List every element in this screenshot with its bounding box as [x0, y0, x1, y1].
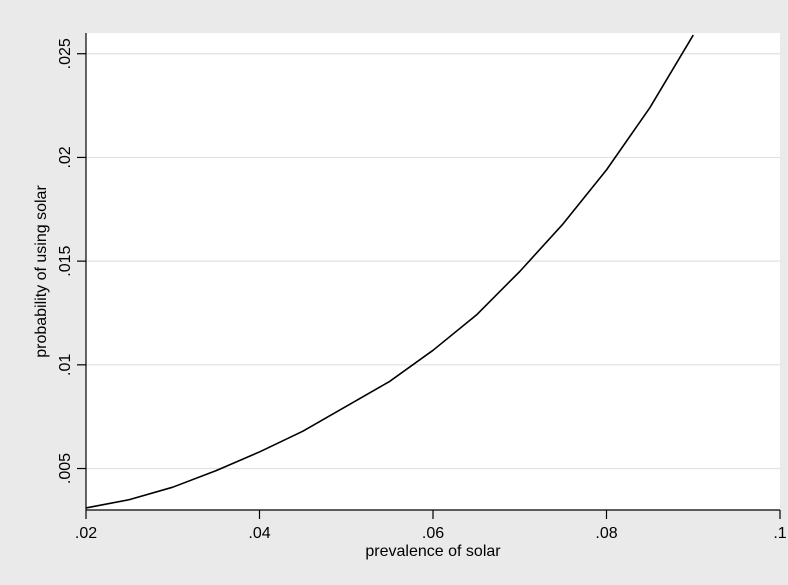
y-tick-label: .025 — [57, 38, 74, 69]
plot-area — [86, 33, 780, 510]
x-tick-label: .08 — [595, 525, 617, 542]
axes: .02 .04 .06 .08 .1 .005 .01 .015 .02 .025 — [57, 33, 787, 542]
gridlines — [86, 53, 780, 470]
y-tick-label: .005 — [57, 453, 74, 484]
x-tick-label: .06 — [422, 525, 444, 542]
series-line — [85, 34, 694, 509]
x-axis-label: prevalence of solar — [365, 543, 501, 560]
y-tick-label: .02 — [57, 146, 74, 168]
x-tick-label: .04 — [248, 525, 270, 542]
y-tick-label: .015 — [57, 245, 74, 276]
y-axis-label: probability of using solar — [33, 185, 50, 358]
y-tick-label: .01 — [57, 354, 74, 376]
x-tick-label: .02 — [75, 525, 97, 542]
series-layer — [85, 34, 694, 509]
x-tick-label: .1 — [773, 525, 786, 542]
